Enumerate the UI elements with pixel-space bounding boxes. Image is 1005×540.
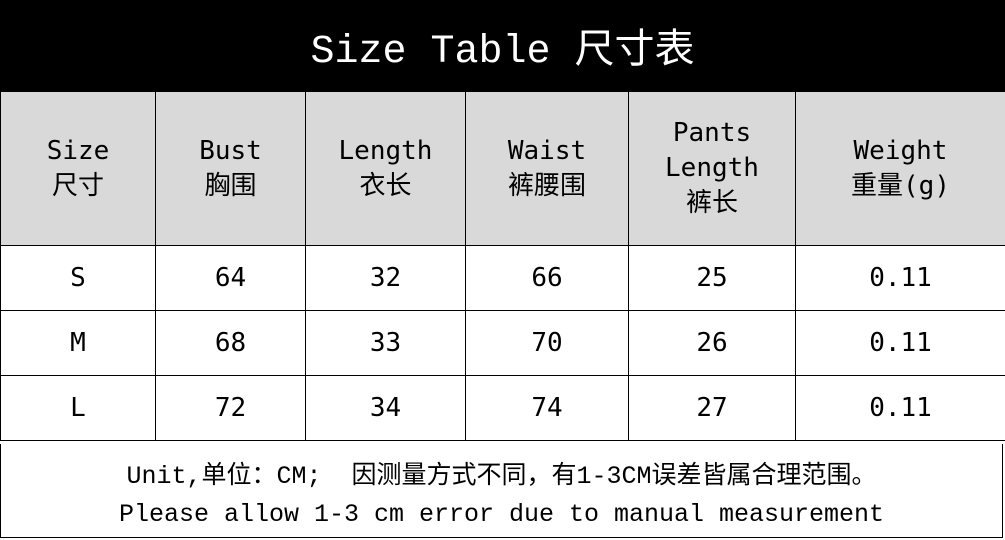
header-bust: Bust 胸围 xyxy=(155,91,306,246)
header-length: Length 衣长 xyxy=(305,91,466,246)
header-row: Size 尺寸 Bust 胸围 Length 衣长 Waist 裤腰围 Pants Le… xyxy=(0,91,1005,246)
header-cn: 衣长 xyxy=(359,170,412,201)
cell: 74 xyxy=(465,375,629,441)
header-cn: 尺寸 xyxy=(51,170,104,201)
cell: 0.11 xyxy=(795,310,1005,376)
table-row: L 72 34 74 27 0.11 xyxy=(0,375,1005,441)
header-en: Pants Length xyxy=(665,118,759,183)
cell: 66 xyxy=(465,245,629,311)
cell: S xyxy=(0,245,156,311)
cell: 26 xyxy=(628,310,796,376)
cell: 72 xyxy=(155,375,306,441)
footer-line-cn: Unit,单位：CM; 因测量方式不同，有1-3CM误差皆属合理范围。 xyxy=(126,462,877,491)
header-size: Size 尺寸 xyxy=(0,91,156,246)
table-row: S 64 32 66 25 0.11 xyxy=(0,245,1005,311)
header-en: Bust xyxy=(199,135,262,166)
header-cn: 裤腰围 xyxy=(507,170,586,201)
cell: 32 xyxy=(305,245,466,311)
cell: 64 xyxy=(155,245,306,311)
cell: 0.11 xyxy=(795,245,1005,311)
cell: M xyxy=(0,310,156,376)
cell: 25 xyxy=(628,245,796,311)
header-cn: 重量(g) xyxy=(851,170,950,201)
cell: 34 xyxy=(305,375,466,441)
header-waist: Waist 裤腰围 xyxy=(465,91,629,246)
header-pants-length: Pants Length 裤长 xyxy=(628,91,796,246)
cell: 70 xyxy=(465,310,629,376)
header-en: Size xyxy=(46,135,110,166)
table-row: M 68 33 70 26 0.11 xyxy=(0,310,1005,376)
cell: 0.11 xyxy=(795,375,1005,441)
header-en: Length xyxy=(338,135,433,166)
cell: 27 xyxy=(628,375,796,441)
footer-note: Unit,单位：CM; 因测量方式不同，有1-3CM误差皆属合理范围。 Plea… xyxy=(0,444,1003,538)
table-title: Size Table 尺寸表 xyxy=(0,0,1005,91)
header-cn: 胸围 xyxy=(204,170,257,201)
cell: 68 xyxy=(155,310,306,376)
cell: L xyxy=(0,375,156,441)
header-cn: 裤长 xyxy=(685,188,738,218)
header-en: Waist xyxy=(507,135,587,166)
footer-line-en: Please allow 1-3 cm error due to manual … xyxy=(118,500,885,529)
size-table: Size 尺寸 Bust 胸围 Length 衣长 Waist 裤腰围 Pants Le… xyxy=(0,91,1005,441)
header-weight: Weight 重量(g) xyxy=(795,91,1005,246)
cell: 33 xyxy=(305,310,466,376)
header-en: Weight xyxy=(853,135,948,166)
